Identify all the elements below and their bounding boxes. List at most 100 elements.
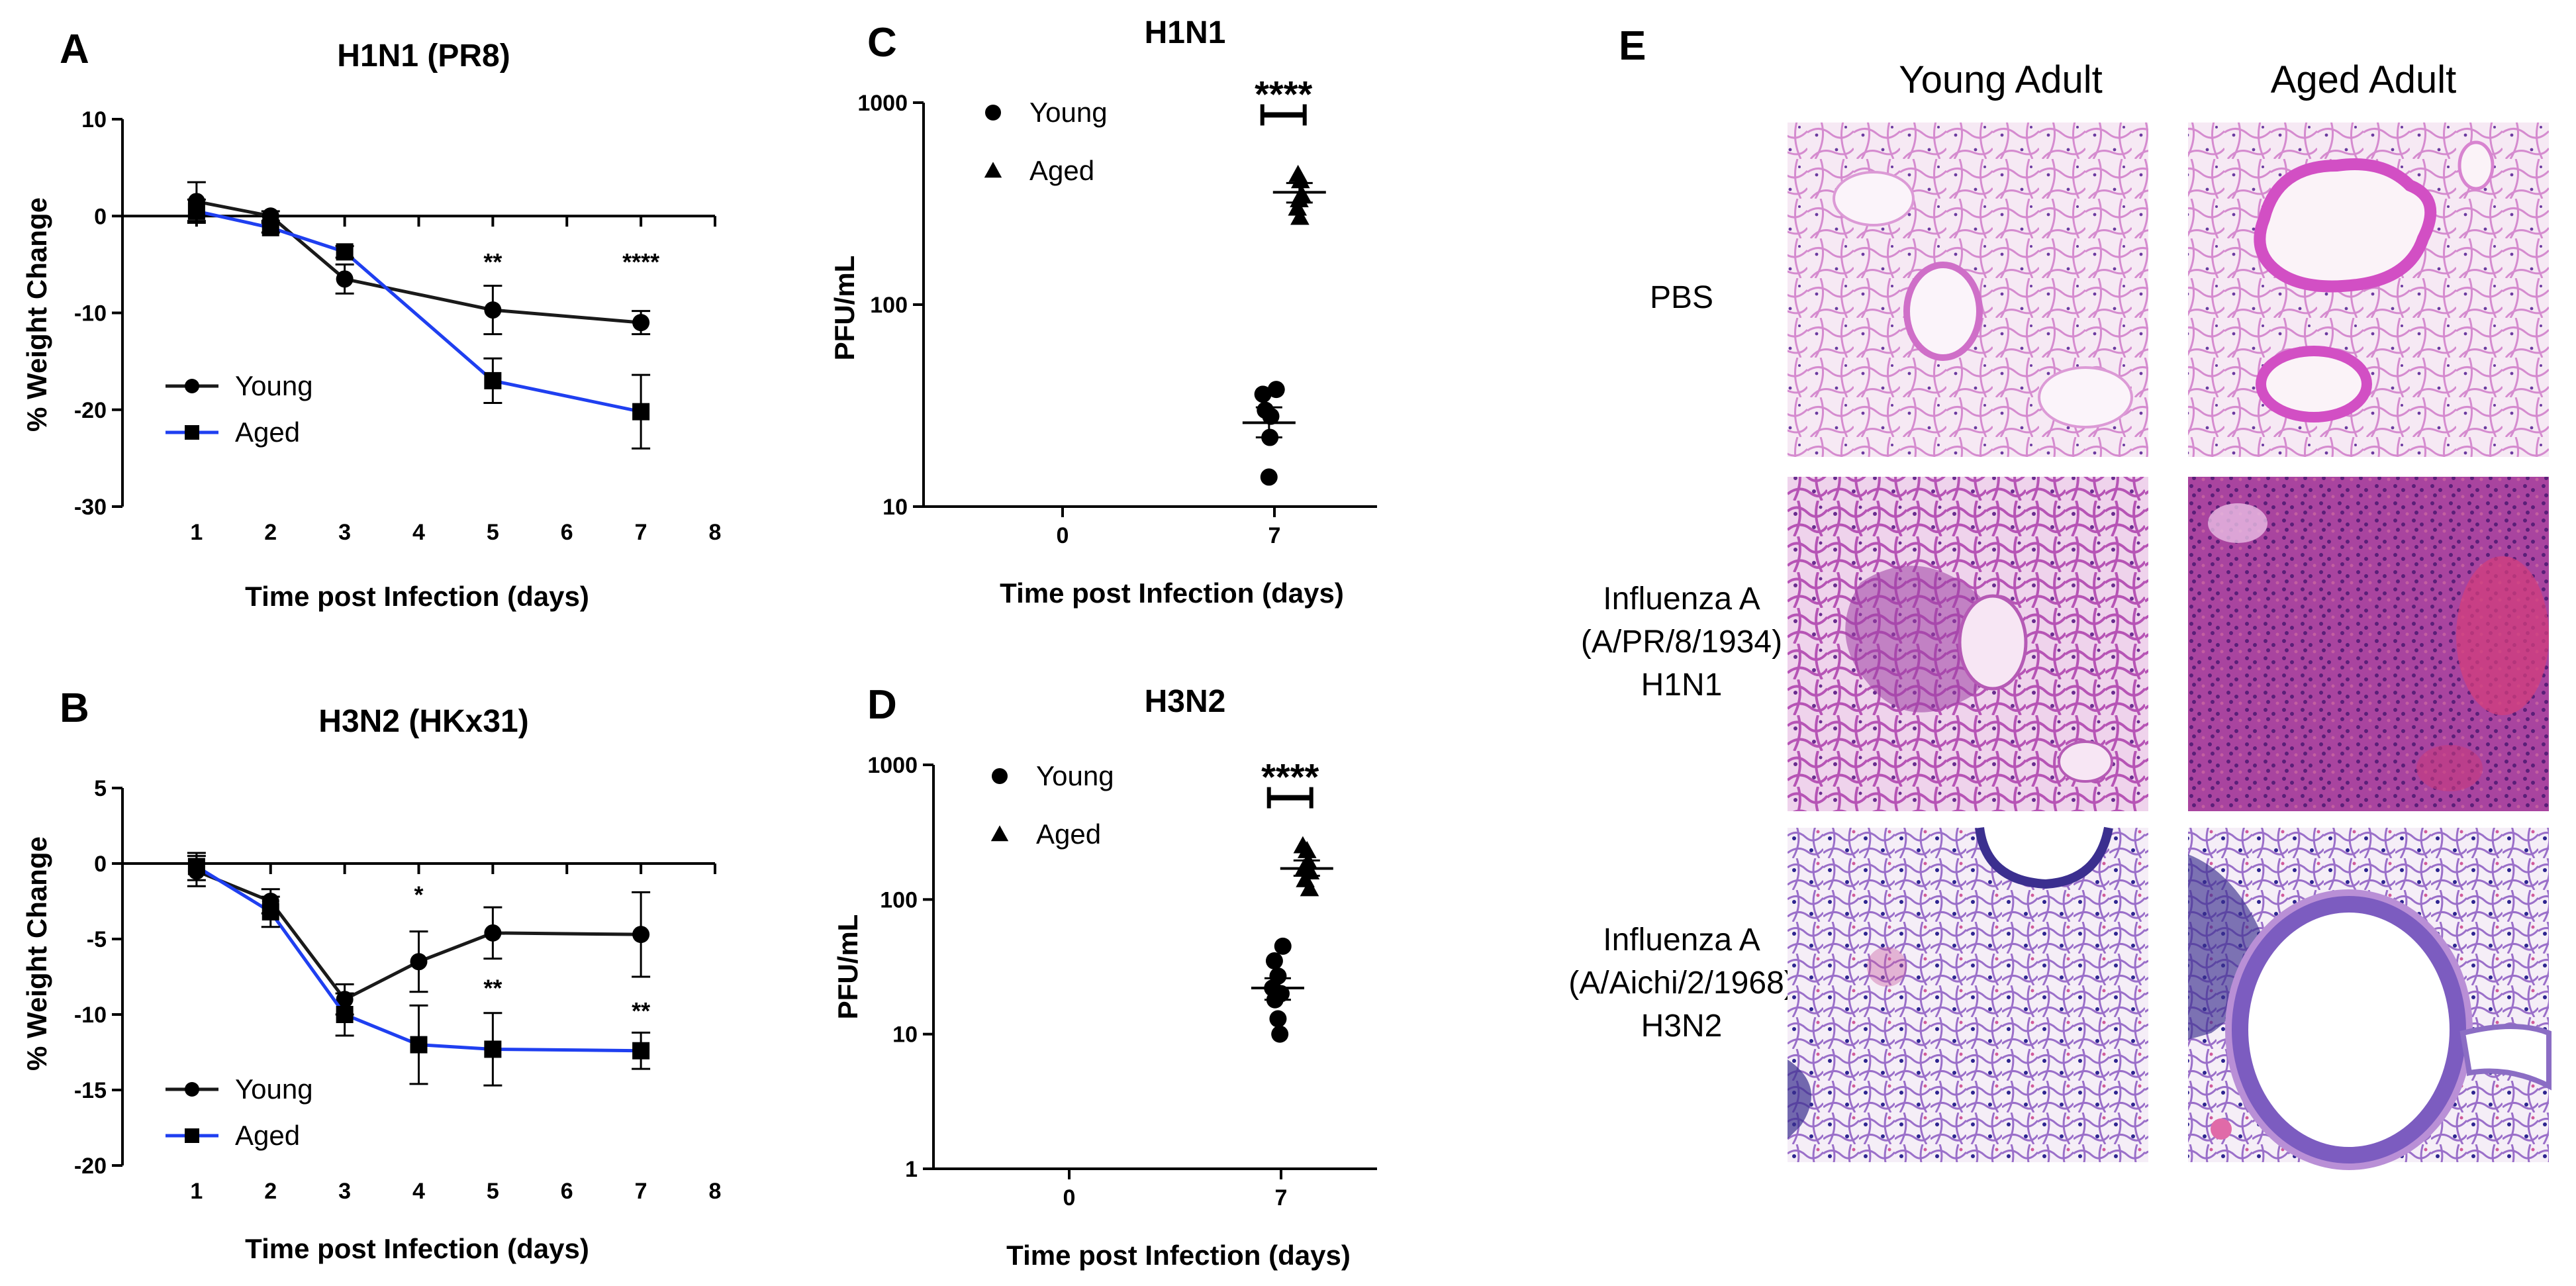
data-point-b-aged — [632, 1042, 650, 1060]
row-label-h1n1-line3: H1N1 — [1641, 668, 1723, 703]
micrograph-aged-h3n2 — [2188, 828, 2552, 1170]
legend-label-b-aged: Aged — [235, 1120, 300, 1151]
legend-marker-a-young — [185, 379, 199, 393]
significance-b: ** — [632, 997, 650, 1024]
data-point-c-young — [1262, 407, 1280, 425]
y-tick-label-d: 10 — [892, 1022, 918, 1048]
chart-title-a: H1N1 (PR8) — [337, 38, 510, 74]
micrograph-aged-pbs — [2188, 123, 2549, 457]
panel-d: D H3N2 Time post Infection (days) PFU/mL… — [832, 682, 1377, 1271]
significance-b: ** — [483, 975, 502, 1002]
data-point-d-aged — [1300, 879, 1319, 897]
x-tick-label-b: 8 — [709, 1179, 722, 1204]
y-tick-label-b: 0 — [94, 852, 107, 877]
x-tick-label-b: 6 — [561, 1179, 573, 1204]
x-tick-label-b: 4 — [412, 1179, 425, 1204]
y-tick-label-d: 1 — [905, 1157, 918, 1182]
data-point-d-young — [1269, 1010, 1287, 1028]
data-point-b-young — [484, 924, 502, 942]
legend-marker-d-young — [992, 768, 1008, 784]
legend-label-a-aged: Aged — [235, 417, 300, 448]
y-axis-label-c: PFU/mL — [829, 256, 860, 361]
panel-b: B H3N2 (HKx31) Time post Infection (days… — [21, 685, 721, 1264]
panel-letter-a: A — [60, 26, 89, 72]
x-tick-label-c: 7 — [1268, 523, 1281, 548]
x-tick-label-a: 1 — [190, 520, 203, 545]
x-tick-label-b: 1 — [190, 1179, 203, 1204]
y-tick-label-d: 1000 — [867, 753, 918, 778]
y-tick-label-b: -5 — [87, 927, 107, 952]
data-point-a-aged — [187, 202, 205, 220]
x-axis-label-b: Time post Infection (days) — [245, 1233, 589, 1264]
x-tick-label-d: 0 — [1063, 1185, 1076, 1211]
x-tick-label-a: 8 — [709, 520, 722, 545]
data-point-a-young — [632, 314, 650, 332]
row-label-h3n2-line2: (A/Aichi/2/1968) — [1568, 965, 1795, 1001]
data-point-a-aged — [336, 243, 354, 261]
x-tick-label-a: 2 — [264, 520, 277, 545]
data-point-c-young — [1260, 468, 1278, 486]
data-point-b-aged — [187, 858, 205, 875]
legend-marker-d-aged — [990, 825, 1009, 842]
legend-label-b-young: Young — [235, 1073, 313, 1105]
row-label-pbs: PBS — [1650, 280, 1713, 315]
legend-label-d-aged: Aged — [1036, 818, 1101, 850]
micrograph-young-h3n2 — [1788, 826, 2148, 1162]
series-line-b-young — [195, 869, 642, 1002]
micrograph-aged-h1n1 — [2188, 477, 2549, 811]
data-point-a-young — [484, 301, 502, 319]
significance-b: * — [414, 881, 423, 908]
x-tick-label-d: 7 — [1275, 1185, 1288, 1211]
row-label-h1n1-line2: (A/PR/8/1934) — [1581, 624, 1782, 660]
data-point-b-aged — [262, 903, 279, 920]
panel-letter-b: B — [60, 685, 89, 731]
panel-e: E Young Adult Aged Adult PBS Influenza A… — [1568, 23, 2552, 1170]
data-point-b-young — [410, 953, 428, 971]
data-point-d-young — [1265, 952, 1283, 970]
y-tick-label-d: 100 — [880, 887, 918, 913]
legend-marker-b-aged — [185, 1128, 199, 1143]
column-header-aged-adult: Aged Adult — [2271, 58, 2457, 101]
x-tick-label-a: 7 — [635, 520, 647, 545]
y-tick-label-b: -15 — [74, 1078, 107, 1103]
y-tick-label-a: -10 — [74, 301, 107, 326]
legend-label-c-young: Young — [1029, 97, 1108, 128]
chart-title-c: H1N1 — [1145, 15, 1226, 50]
legend-label-a-young: Young — [235, 370, 313, 401]
significance-a: **** — [622, 248, 659, 275]
significance-d: **** — [1261, 756, 1319, 798]
data-point-c-young — [1267, 381, 1285, 399]
y-tick-label-c: 10 — [883, 495, 908, 520]
y-tick-label-c: 1000 — [857, 91, 908, 116]
significance-c: **** — [1255, 73, 1312, 115]
data-point-a-young — [336, 270, 354, 288]
y-tick-label-b: -20 — [74, 1154, 107, 1179]
x-tick-label-b: 5 — [487, 1179, 499, 1204]
row-label-h1n1-line1: Influenza A — [1603, 581, 1760, 617]
x-tick-label-b: 7 — [635, 1179, 647, 1204]
legend-marker-c-aged — [984, 162, 1002, 178]
data-point-c-aged — [1290, 207, 1310, 225]
data-point-c-young — [1254, 385, 1272, 403]
legend-marker-c-young — [985, 105, 1001, 121]
x-tick-label-c: 0 — [1057, 523, 1069, 548]
data-point-c-aged — [1288, 198, 1308, 216]
x-tick-label-a: 5 — [487, 520, 499, 545]
y-tick-label-c: 100 — [870, 293, 908, 318]
data-point-b-aged — [336, 1006, 354, 1023]
series-line-b-aged — [195, 865, 642, 1053]
data-point-a-aged — [632, 403, 650, 420]
micrograph-young-h1n1 — [1788, 477, 2148, 811]
legend-label-d-young: Young — [1036, 760, 1114, 791]
data-point-b-young — [632, 926, 650, 944]
y-tick-label-a: 0 — [94, 204, 107, 229]
y-axis-label-a: % Weight Change — [21, 197, 52, 432]
significance-a: ** — [483, 248, 502, 275]
data-point-d-aged — [1298, 840, 1317, 858]
data-point-d-young — [1274, 937, 1292, 955]
y-tick-label-a: 10 — [81, 107, 107, 132]
